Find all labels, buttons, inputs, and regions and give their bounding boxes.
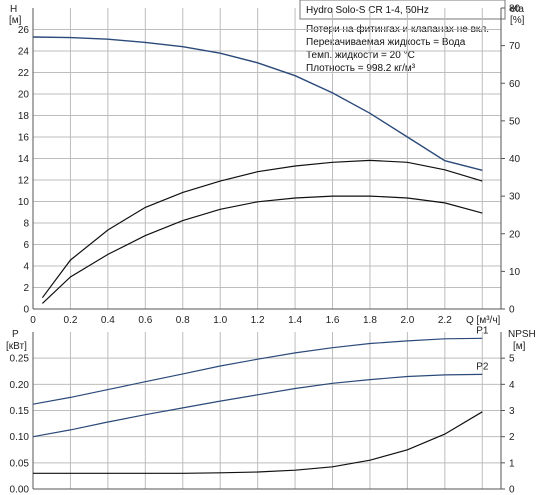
head-axis-unit: [м] [9,15,22,26]
note-density: Плотность = 998.2 кг/м³ [306,63,416,74]
upper-left-tick-label: 12 [18,176,30,187]
note-liquid: Перекачиваемая жидкость = Вода [306,37,466,48]
upper-left-tick-label: 8 [23,219,29,230]
x-tick-label: 2.0 [400,315,414,326]
upper-series-1-line [41,159,483,299]
x-tick-label: 1.8 [363,315,377,326]
lower-right-tick-label: 2 [509,432,515,443]
lower-left-tick-label: 0.15 [10,406,30,417]
upper-left-tick-label: 18 [18,111,30,122]
lower-left-tick-label: 0.05 [10,458,30,469]
power-axis-label: P [12,329,19,340]
lower-series-2-line [33,411,483,474]
x-tick-label: 0.2 [63,315,77,326]
note-temperature: Темп. жидкости = 20 °C [306,50,415,61]
lower-left-tick-label: 0.00 [10,485,30,495]
upper-right-tick-label: 70 [509,41,521,52]
lower-left-tick-label: 0.20 [10,380,30,391]
flow-axis-label: Q [м³/ч] [466,315,501,326]
upper-series-2-line [41,195,483,304]
upper-right-tick-label: 10 [509,267,521,278]
x-tick-label: 2.2 [438,315,452,326]
lower-left-tick-label: 0.10 [10,432,30,443]
upper-left-tick-label: 4 [23,262,29,273]
upper-left-tick-label: 22 [18,68,30,79]
upper-left-tick-label: 0 [23,305,29,316]
upper-right-tick-label: 40 [509,154,521,165]
x-tick-label: 0.6 [138,315,152,326]
lower-series-1-line [32,373,483,438]
power-axis-unit: [кВт] [6,341,27,352]
upper-right-tick-label: 60 [509,79,521,90]
title-box [299,0,506,20]
upper-right-tick-label: 50 [509,116,521,127]
upper-right-tick-label: 0 [509,305,515,316]
lower-right-tick-label: 0 [509,485,515,495]
lower-right-tick-label: 4 [509,380,515,391]
upper-left-tick-label: 16 [18,133,30,144]
lower-right-tick-label: 3 [509,406,515,417]
upper-left-tick-label: 24 [18,47,30,58]
x-tick-label: 1.4 [288,315,302,326]
x-tick-label: 1.6 [326,315,340,326]
upper-right-tick-label: 80 [509,4,521,15]
upper-left-tick-label: 20 [18,90,30,101]
info-box: Hydro Solo-S CR 1-4, 50Hz Потери на фити… [299,0,506,74]
eta-axis-label: eta [510,4,524,15]
eta-axis-unit: [%] [510,15,525,26]
series-label-p1: P1 [476,325,489,336]
x-tick-label: 0 [30,315,36,326]
chart-title: Hydro Solo-S CR 1-4, 50Hz [306,5,429,16]
lower-right-tick-label: 1 [509,458,515,469]
lower-left-tick-label: 0.25 [10,354,30,365]
x-tick-label: 1.0 [213,315,227,326]
npsh-axis-label: NPSH [508,329,536,340]
upper-left-tick-label: 2 [23,283,29,294]
x-tick-label: 0.8 [176,315,190,326]
upper-left-tick-label: 26 [18,25,30,36]
upper-left-tick-label: 14 [18,154,30,165]
upper-series-0-line [32,36,483,171]
head-axis-label: H [10,4,17,15]
chart-plot-layer: 0246810121416182022242601020304050607080… [10,4,521,495]
lower-right-tick-label: 5 [509,354,515,365]
upper-left-tick-label: 10 [18,197,30,208]
upper-left-tick-label: 6 [23,240,29,251]
x-tick-label: 1.2 [251,315,265,326]
series-label-p2: P2 [476,361,489,372]
lower-series-0-line [32,337,483,405]
upper-right-tick-label: 30 [509,192,521,203]
x-tick-label: 0.4 [101,315,115,326]
upper-right-tick-label: 20 [509,229,521,240]
npsh-axis-unit: [м] [513,341,526,352]
